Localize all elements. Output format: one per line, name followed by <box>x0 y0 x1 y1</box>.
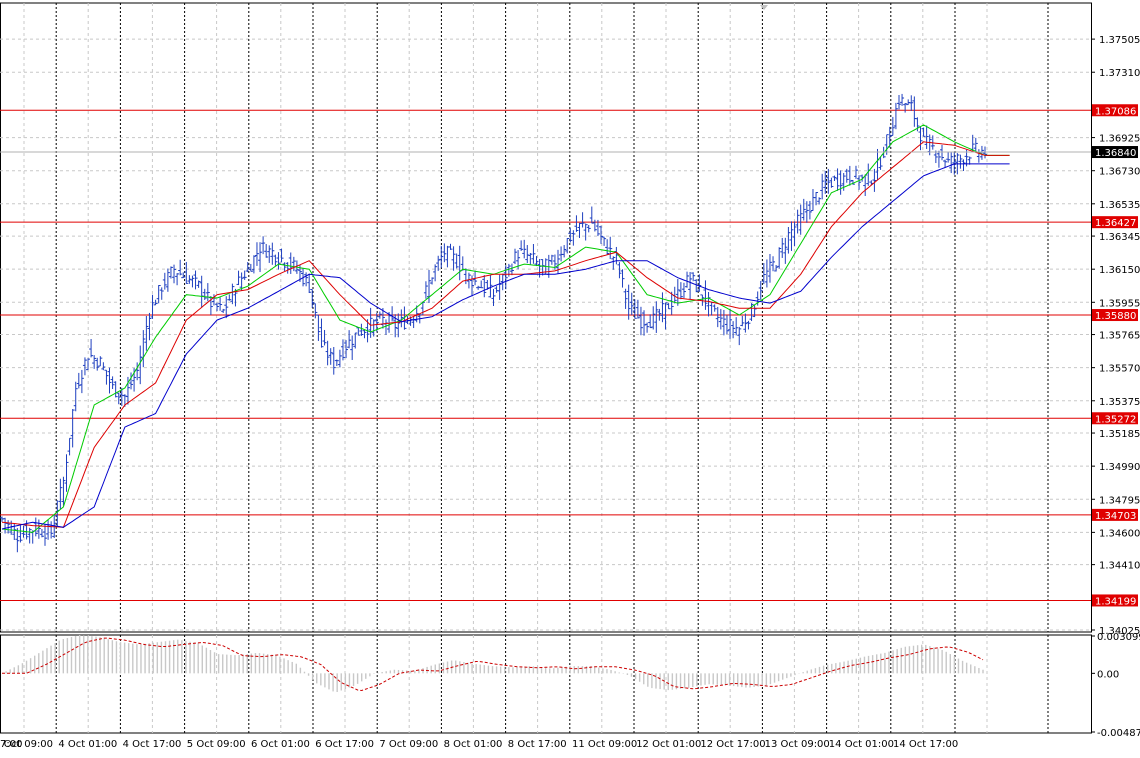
indicator-panel-frame <box>0 634 1092 734</box>
time-axis-label: 7:00 <box>0 739 22 750</box>
price-axis-tick-label: 1.35375 <box>1099 397 1140 408</box>
time-axis-label: 4 Oct 01:00 <box>58 739 117 750</box>
price-axis-tick-label: 1.35955 <box>1099 298 1140 309</box>
moving-average-line <box>1 141 1010 528</box>
time-axis-label: 12 Oct 01:00 <box>636 739 701 750</box>
price-axis-tick-label: 1.34795 <box>1099 495 1140 506</box>
price-panel-frame <box>0 2 1092 633</box>
price-axis-tick-label: 1.35570 <box>1099 364 1140 375</box>
price-axis-tick-label: 1.36535 <box>1099 200 1140 211</box>
price-level-label: 1.34703 <box>1095 511 1136 522</box>
price-axis-tick-label: 1.35765 <box>1099 331 1140 342</box>
time-axis-label: 14 Oct 01:00 <box>829 739 894 750</box>
price-level-label-box <box>1092 508 1138 521</box>
price-axis-tick-label: 1.36925 <box>1099 134 1140 145</box>
current-price-label: 1.36840 <box>1095 148 1136 159</box>
indicator-signal-line <box>2 637 984 692</box>
price-axis-tick-label: 1.37505 <box>1099 35 1140 46</box>
time-axis-label: 8 Oct 17:00 <box>508 739 567 750</box>
price-level-label: 1.34199 <box>1095 596 1136 607</box>
price-level-label: 1.35272 <box>1095 414 1136 425</box>
price-axis-tick-label: 1.36345 <box>1099 232 1140 243</box>
time-axis-label: 8 Oct 01:00 <box>444 739 503 750</box>
price-axis-tick-label: 1.36150 <box>1099 265 1140 276</box>
indicator-axis-tick-label: -0.00487 <box>1097 728 1140 739</box>
time-axis-label: 6 Oct 17:00 <box>315 739 374 750</box>
price-axis-tick-label: 1.37310 <box>1099 68 1140 79</box>
moving-average-line <box>1 124 1010 533</box>
price-level-label-box <box>1092 216 1138 229</box>
time-axis-label: 4 Oct 17:00 <box>123 739 182 750</box>
price-level-label-box <box>1092 309 1138 322</box>
price-level-label-box <box>1092 594 1138 607</box>
price-axis-tick-label: 1.34600 <box>1099 528 1140 539</box>
price-level-label-box <box>1092 104 1138 117</box>
time-axis-label: 12 Oct 17:00 <box>700 739 765 750</box>
time-axis-label: 6 Oct 01:00 <box>251 739 310 750</box>
current-price-label-box <box>1092 146 1138 159</box>
price-axis-tick-label: 1.34025 <box>1099 626 1140 637</box>
price-axis-tick-label: 1.36730 <box>1099 167 1140 178</box>
time-axis-label: 11 Oct 09:00 <box>572 739 637 750</box>
price-level-label: 1.37086 <box>1095 106 1136 117</box>
price-level-label: 1.35880 <box>1095 311 1136 322</box>
price-axis-tick-label: 1.34410 <box>1099 561 1140 572</box>
time-axis-label: 14 Oct 17:00 <box>893 739 958 750</box>
price-level-label-box <box>1092 412 1138 425</box>
moving-average-line <box>1 163 1010 530</box>
time-axis-label: 1 Oct 09:00 <box>0 739 53 750</box>
time-axis-label: 13 Oct 09:00 <box>765 739 830 750</box>
scroll-marker-icon[interactable] <box>760 5 768 10</box>
time-axis-label: 5 Oct 09:00 <box>187 739 246 750</box>
price-axis-tick-label: 1.34990 <box>1099 462 1140 473</box>
indicator-axis-tick-label: 0.00 <box>1097 669 1119 680</box>
price-level-label: 1.36427 <box>1095 218 1136 229</box>
time-axis-label: 7 Oct 09:00 <box>379 739 438 750</box>
price-axis-tick-label: 1.35185 <box>1099 429 1140 440</box>
indicator-axis-tick-label: 0.003099 <box>1097 632 1140 643</box>
